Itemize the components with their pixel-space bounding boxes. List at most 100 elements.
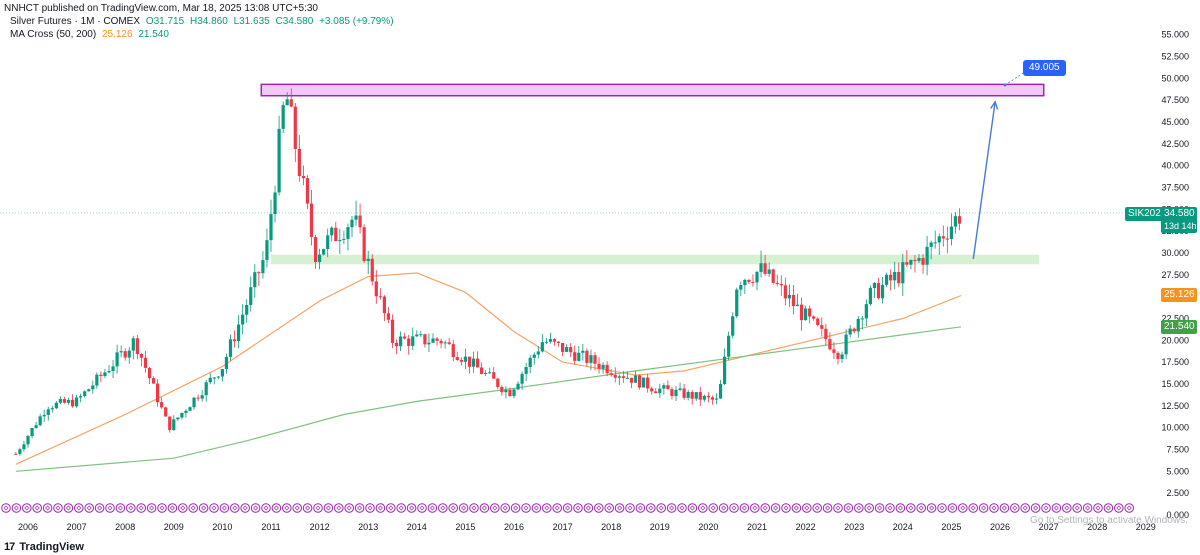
candle-up xyxy=(581,350,585,353)
year-tick-label: 2028 xyxy=(1087,522,1107,532)
price-tick-label: 20.000 xyxy=(1161,335,1189,345)
event-marker-icon xyxy=(677,503,687,513)
event-marker-glyph xyxy=(513,505,519,511)
event-marker-icon xyxy=(1041,503,1051,513)
candle-up xyxy=(427,342,431,345)
candle-down xyxy=(799,304,804,321)
candle-down xyxy=(613,374,617,378)
event-marker-icon xyxy=(469,503,479,513)
event-marker-glyph xyxy=(159,505,165,511)
event-marker-glyph xyxy=(273,505,279,511)
event-marker-glyph xyxy=(429,505,435,511)
candle-up xyxy=(909,259,913,265)
event-marker-glyph xyxy=(471,505,477,511)
target-arrow-line xyxy=(972,101,996,260)
candle-up xyxy=(787,294,791,299)
countdown-badge: 13d 14h xyxy=(1161,219,1197,233)
year-tick-label: 2012 xyxy=(310,522,330,532)
price-axis[interactable]: 55.000 52.500 50.000 47.500 45.000 42.500 40.0… xyxy=(1161,30,1189,520)
candle-up xyxy=(22,444,26,450)
open-value: O31.715 xyxy=(145,16,185,27)
event-marker-glyph xyxy=(1043,505,1049,511)
candle-up xyxy=(228,339,233,357)
event-marker-glyph xyxy=(86,505,92,511)
indicator-legend[interactable]: MA Cross (50, 200) 25.126 21.540 xyxy=(10,29,172,40)
candle-down xyxy=(775,282,779,285)
year-tick-label: 2007 xyxy=(67,522,87,532)
event-marker-icon xyxy=(791,503,802,513)
candle-up xyxy=(759,263,763,272)
price-tick-label: 55.000 xyxy=(1161,30,1189,40)
price-tick-label: 0.000 xyxy=(1166,510,1189,520)
event-marker-glyph xyxy=(3,505,9,511)
event-marker-icon xyxy=(802,503,812,513)
candle-down xyxy=(808,308,812,317)
candle-up xyxy=(678,388,682,390)
event-marker-icon xyxy=(94,503,105,513)
candle-up xyxy=(91,385,95,390)
candle-down xyxy=(889,274,893,281)
year-tick-label: 2023 xyxy=(844,522,864,532)
event-marker-glyph xyxy=(1064,505,1070,511)
candle-down xyxy=(480,367,484,374)
candle-up xyxy=(544,341,548,343)
target-price-label[interactable]: 49.005 xyxy=(1023,60,1066,76)
year-tick-label: 2027 xyxy=(1039,522,1059,532)
price-tick-label: 27.500 xyxy=(1161,270,1189,280)
candle-up xyxy=(342,238,346,240)
candle-down xyxy=(585,350,589,363)
event-marker-glyph xyxy=(554,505,560,511)
event-marker-glyph xyxy=(825,505,831,511)
event-marker-glyph xyxy=(752,505,758,511)
candle-down xyxy=(832,349,836,353)
event-marker-icon xyxy=(84,503,94,513)
candle-up xyxy=(516,383,520,390)
candle-up xyxy=(872,282,877,289)
price-tick-label: 47.500 xyxy=(1161,95,1189,105)
candle-up xyxy=(702,395,706,400)
candle-down xyxy=(309,203,314,238)
event-marker-icon xyxy=(698,503,708,513)
time-axis[interactable]: 2006 2007 2008 2009 2010 2011 2012 2013 2014 2015… xyxy=(18,522,1156,532)
candle-up xyxy=(107,370,111,373)
event-marker-icon xyxy=(438,503,448,513)
candle-up xyxy=(253,272,257,288)
event-marker-icon xyxy=(521,503,531,513)
event-marker-icon xyxy=(11,503,22,513)
event-marker-glyph xyxy=(856,505,862,511)
event-marker-glyph xyxy=(107,505,113,511)
event-marker-glyph xyxy=(1116,505,1122,511)
event-marker-icon xyxy=(188,503,198,513)
candle-up xyxy=(18,449,22,454)
candle-down xyxy=(475,358,480,368)
event-marker-icon xyxy=(375,503,386,513)
candle-up xyxy=(46,409,50,415)
candle-down xyxy=(820,325,824,329)
candle-up xyxy=(415,334,419,337)
year-tick-label: 2020 xyxy=(698,522,718,532)
candle-down xyxy=(467,356,472,367)
event-marker-icon xyxy=(209,503,219,513)
candle-down xyxy=(500,386,504,393)
resistance-zone xyxy=(260,83,1045,97)
candle-up xyxy=(399,336,403,347)
candle-up xyxy=(58,399,62,403)
candle-up xyxy=(192,397,196,408)
year-tick-label: 2021 xyxy=(747,522,767,532)
event-marker-glyph xyxy=(835,505,841,511)
event-marker-glyph xyxy=(710,505,716,511)
candle-down xyxy=(455,357,459,361)
tradingview-logo[interactable]: 17 TradingView xyxy=(4,541,84,553)
event-marker-icon xyxy=(146,503,157,513)
candle-down xyxy=(771,269,775,283)
candle-down xyxy=(593,355,597,364)
event-marker-icon xyxy=(250,503,261,513)
event-marker-icon xyxy=(510,503,521,513)
candle-up xyxy=(953,216,958,227)
symbol-legend[interactable]: Silver Futures · 1M · COMEX O31.715 H34.… xyxy=(10,16,397,27)
candle-up xyxy=(731,316,735,336)
attribution-text: NNHCT published on TradingView.com, Mar … xyxy=(4,3,318,14)
event-marker-glyph xyxy=(55,505,61,511)
year-tick-label: 2009 xyxy=(164,522,184,532)
